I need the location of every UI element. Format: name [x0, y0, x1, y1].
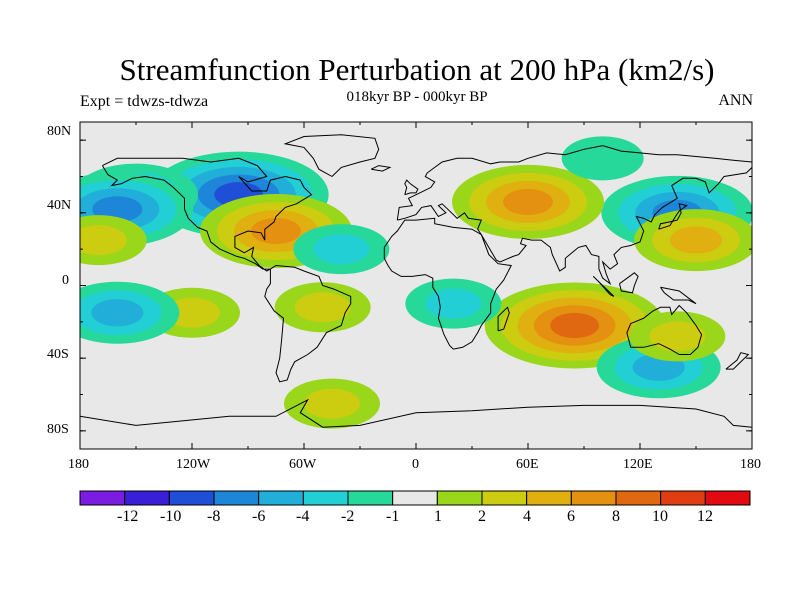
colorbar-swatch [213, 490, 260, 506]
colorbar-swatch [660, 490, 706, 506]
coastline [101, 157, 313, 272]
lon-label-60w: 60W [289, 457, 317, 472]
colorbar-swatch [258, 490, 304, 506]
coastline [592, 276, 615, 297]
colorbar-label: 8 [612, 508, 620, 525]
coastline [283, 134, 380, 177]
lat-label-80s: 80S [47, 422, 69, 437]
colorbar-label: -2 [341, 508, 355, 525]
field-contour-4 [251, 218, 301, 244]
lat-label-80n: 80N [47, 124, 72, 139]
field-contour-16 [313, 234, 370, 265]
colorbar-swatch [570, 490, 617, 506]
field-contour-5 [503, 188, 553, 215]
lon-label-60e: 60E [516, 457, 539, 472]
lon-label-120e: 120E [623, 457, 653, 472]
lat-label-0: 0 [62, 273, 69, 288]
field-contour-7 [80, 225, 127, 256]
plot-subtitle: 018kyr BP - 000kyr BP [346, 89, 488, 105]
colorbar-swatch [124, 490, 170, 506]
experiment-label: Expt = tdwzs-tdwza [80, 93, 209, 110]
plot-title: Streamfunction Perturbation at 200 hPa (… [119, 52, 715, 87]
field-contour-17 [649, 321, 706, 352]
coastline [658, 203, 688, 230]
colorbar-label: -6 [252, 508, 266, 525]
colorbar-label: 1 [434, 508, 442, 525]
colorbar-label: -1 [386, 508, 400, 525]
colorbar-swatch [302, 490, 349, 506]
colorbar-swatch [436, 490, 483, 506]
field-contour-6 [670, 226, 722, 254]
colorbar-label: 4 [523, 508, 531, 525]
season-label: ANN [718, 92, 753, 109]
colorbar-label: 12 [697, 508, 713, 525]
coastline [383, 217, 512, 350]
colorbar-label: 2 [478, 508, 486, 525]
coastline [404, 179, 419, 196]
colorbar-label: -10 [160, 508, 182, 525]
coastline [497, 306, 510, 332]
colorbar-swatch [168, 490, 215, 506]
colorbar-swatch [481, 490, 528, 506]
lon-label-120w: 120W [176, 457, 211, 472]
lat-label-40s: 40S [47, 347, 69, 362]
colorbar-label: -12 [117, 508, 139, 525]
field-contour-8 [550, 312, 600, 339]
field-contour-9 [164, 297, 220, 328]
lon-label-0: 0 [412, 457, 419, 472]
colorbar-label: -8 [207, 508, 221, 525]
lon-label-180w: 180 [68, 457, 89, 472]
colorbar-label: 10 [652, 508, 668, 525]
colorbar-swatch [526, 490, 572, 506]
coastline [619, 272, 639, 294]
colorbar-swatch [615, 490, 662, 506]
coastline [725, 352, 750, 370]
lon-label-180e: 180 [740, 457, 761, 472]
coastline [660, 286, 697, 305]
field-contour-10 [91, 299, 144, 327]
colorbar-label: -4 [296, 508, 310, 525]
colorbar-swatch [392, 490, 438, 506]
field-contour-11 [294, 292, 351, 323]
field-contour-15 [561, 136, 644, 181]
colorbar-swatch [347, 490, 394, 506]
field-contour-12 [425, 288, 482, 319]
lat-label-40n: 40N [47, 198, 72, 213]
field-contour-13 [304, 388, 360, 419]
coastline [264, 264, 352, 383]
coastline [80, 398, 752, 428]
colorbar-swatch [704, 490, 751, 506]
coastline [370, 165, 392, 172]
colorbar-label: 6 [567, 508, 575, 525]
coastline [626, 304, 703, 355]
colorbar-swatch [79, 490, 126, 506]
